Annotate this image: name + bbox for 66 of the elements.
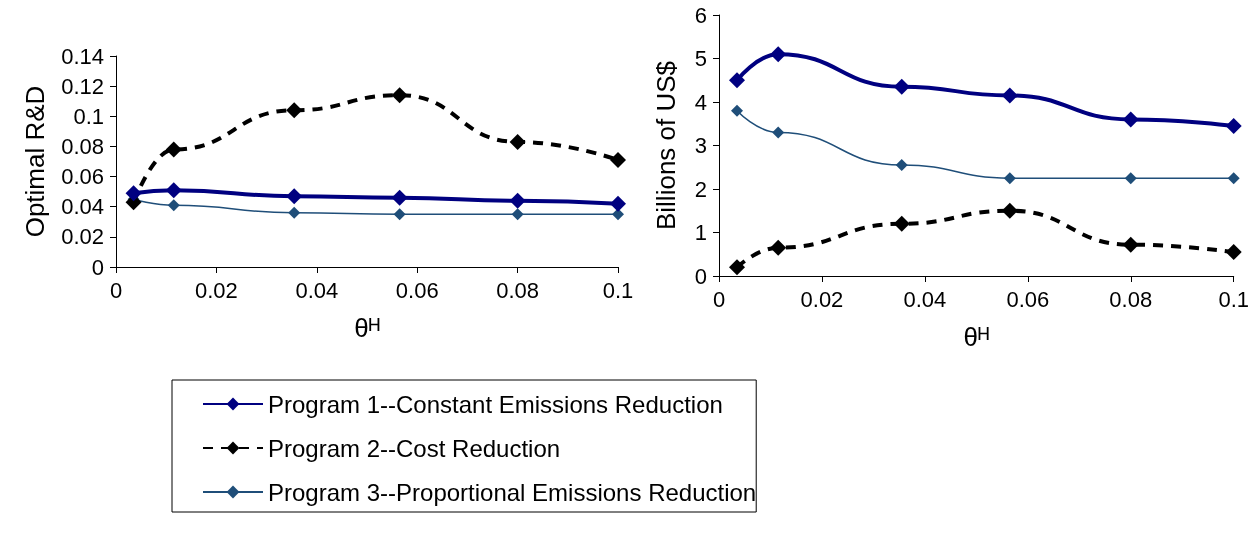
x-tick-label: 0 [109,277,123,303]
point [391,87,408,104]
point [165,141,182,158]
x-tick-label: 0.04 [295,277,339,303]
x-tick-label: 0.06 [395,277,439,303]
y-tick-label: 0.02 [61,224,104,250]
x-tick-label: 0.08 [1109,286,1153,312]
x-axis-title: θᴴ [963,322,990,352]
point [770,239,787,256]
point [772,126,785,139]
y-tick-label: 0.08 [61,133,104,159]
point [286,102,303,119]
point [509,133,526,150]
point [1225,244,1242,261]
point [1124,172,1137,185]
x-tick-label: 0.08 [496,277,540,303]
point [610,195,626,212]
point [610,151,626,168]
point [165,182,182,199]
point [1122,236,1139,253]
y-tick-label: 0.1 [73,103,104,129]
y-tick-label: 2 [694,176,707,202]
point [1001,87,1018,104]
point [1122,111,1139,128]
legend-label: Program 2--Cost Reduction [268,434,561,462]
point [125,185,142,202]
x-tick-label: 0.1 [1218,286,1250,312]
point [391,189,408,206]
y-axis-title: Billions of US$ [651,60,681,231]
point [286,188,303,205]
y-axis-title: Optimal R&D [20,85,50,238]
point [1001,202,1018,219]
point [1225,117,1242,134]
y-tick-label: 0 [91,254,104,280]
point [729,259,746,276]
point [770,46,787,63]
point [511,208,524,221]
point [509,192,526,209]
x-tick-label: 0.1 [602,277,634,303]
point [1003,172,1016,185]
x-tick-label: 0.06 [1006,286,1050,312]
x-tick-label: 0.02 [194,277,238,303]
x-tick-label: 0.04 [903,286,947,312]
y-tick-label: 6 [694,2,707,28]
y-tick-label: 5 [694,46,707,71]
y-tick-label: 0.12 [61,73,104,99]
legend-label: Program 1--Constant Emissions Reduction [268,390,723,418]
x-tick-label: 0.02 [800,286,844,312]
x-axis-title: θᴴ [354,313,380,343]
y-tick-label: 0.14 [61,43,104,69]
y-tick-label: 4 [694,89,707,115]
point [731,104,744,117]
legend-label: Program 3--Proportional Emissions Reduction [268,478,757,506]
point [893,78,910,95]
point [893,215,910,232]
point [393,208,406,221]
point [895,159,908,172]
point [167,199,180,212]
point [288,206,301,219]
y-tick-label: 1 [694,220,707,245]
y-tick-label: 3 [694,133,707,158]
y-tick-label: 0.06 [61,164,104,190]
y-tick-label: 0.04 [61,194,104,220]
x-tick-label: 0 [712,286,726,312]
point [729,72,746,89]
point [1227,172,1240,185]
